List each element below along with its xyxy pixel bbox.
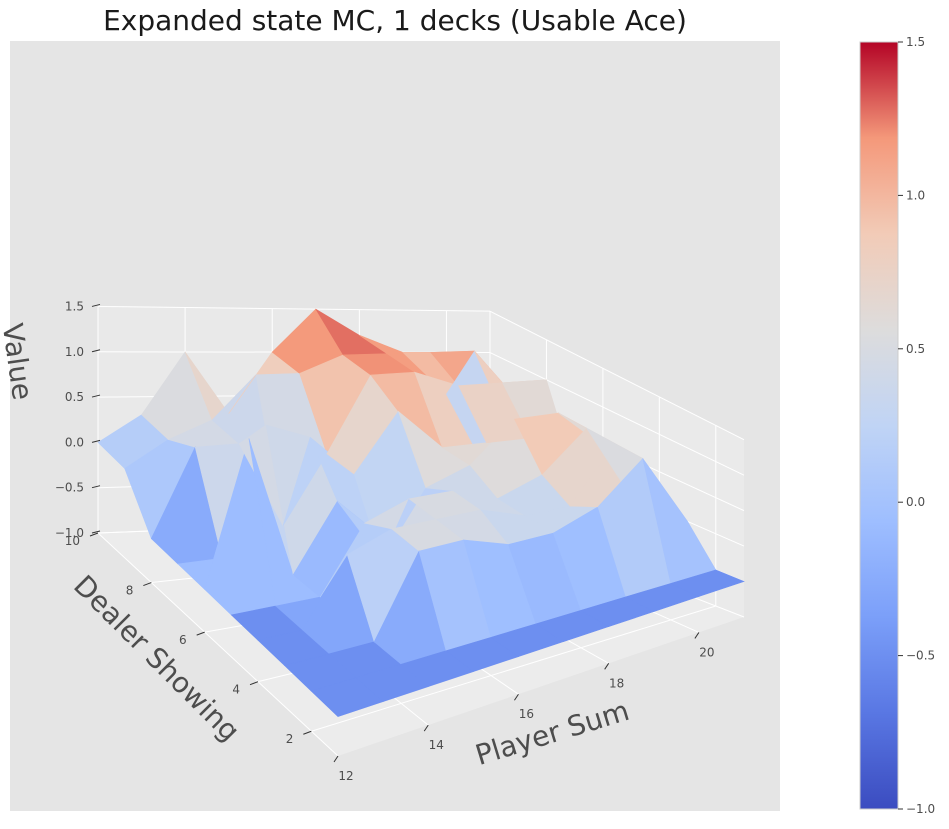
y-tick-label: 4 <box>232 683 240 697</box>
z-tick-mark <box>91 394 101 398</box>
z-tick-mark <box>91 439 101 443</box>
z-tick-label: −0.5 <box>55 481 84 495</box>
grid-line <box>489 310 745 441</box>
y-tick-mark <box>303 730 312 735</box>
z-tick-mark <box>91 530 101 534</box>
grid-line <box>97 305 491 312</box>
colorbar-tick-label: 0.0 <box>906 495 925 509</box>
grid-line <box>311 605 716 732</box>
y-tick-label: 2 <box>286 732 294 746</box>
x-tick-mark <box>604 663 610 670</box>
chart-title: Expanded state MC, 1 decks (Usable Ace) <box>103 4 687 37</box>
x-tick-label: 14 <box>429 738 444 752</box>
y-tick-label: 6 <box>179 633 187 647</box>
axis-ticks: 12 14 16 18 20 2 4 6 8 10−1.0 −0.5 0.0 0.5 1.0 1.5 <box>55 299 715 783</box>
y-tick-label: 10 <box>65 534 80 548</box>
x-tick-label: 18 <box>609 676 624 690</box>
surface-mesh <box>97 308 745 717</box>
y-tick-mark <box>196 631 205 636</box>
x-tick-mark <box>333 755 339 763</box>
x-tick-label: 16 <box>519 707 534 721</box>
colorbar-tick-label: 1.0 <box>906 188 925 202</box>
z-tick-label: 0.5 <box>65 390 84 404</box>
z-tick-label: 1.0 <box>65 345 84 359</box>
grid-line <box>97 532 339 757</box>
y-tick-label: 8 <box>126 584 134 598</box>
z-tick-mark <box>91 349 101 353</box>
z-tick-label: 0.0 <box>65 435 84 449</box>
colorbar-tick-label: −0.5 <box>906 649 935 663</box>
grid-line <box>489 352 745 476</box>
y-tick-mark <box>143 582 152 587</box>
x-tick-mark <box>514 693 519 701</box>
x-tick-label: 20 <box>699 645 714 659</box>
colorbar-tick-label: −1.0 <box>906 802 935 816</box>
colorbar-gradient <box>859 41 899 810</box>
colorbar: −1.0 −0.5 0.0 0.5 1.0 1.5 <box>859 35 935 816</box>
y-tick-mark <box>249 681 259 686</box>
surface-patch <box>669 569 745 597</box>
z-tick-label: −1.0 <box>55 526 84 540</box>
z-tick-mark <box>91 303 101 307</box>
y-tick-mark <box>89 532 99 537</box>
x-tick-mark <box>694 632 700 639</box>
x-tick-label: 12 <box>338 769 353 783</box>
colorbar-tick-label: 0.5 <box>906 342 925 356</box>
z-tick-mark <box>91 485 101 489</box>
colorbar-tick-label: 1.5 <box>906 35 925 49</box>
x-tick-mark <box>423 724 429 732</box>
z-tick-label: 1.5 <box>65 299 84 313</box>
